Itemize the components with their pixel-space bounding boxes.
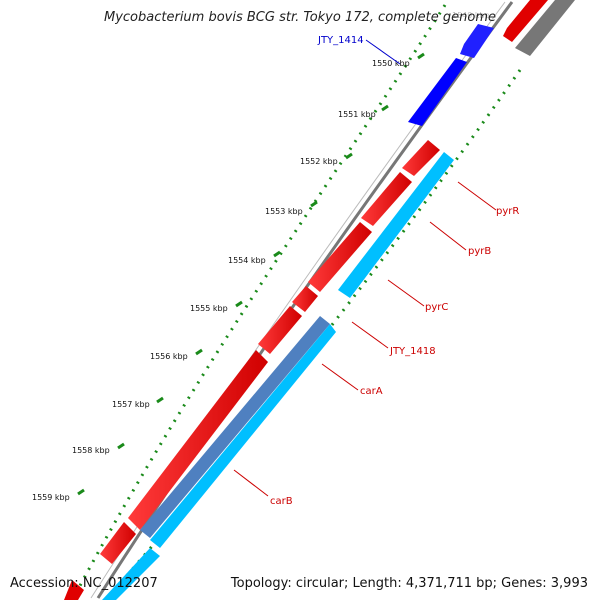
cyan-cds-3 [102,548,160,600]
label-jty1418: JTY_1418 [389,346,436,357]
carB-leader [233,469,269,497]
kbp-tick-label: 1553 kbp [265,207,303,216]
kbp-tick-mark [345,152,353,160]
inner-dotted-arc [108,69,522,596]
label-pyrR: pyrR [496,206,519,217]
cds-jty1418[interactable] [292,286,318,312]
cds-pyrR[interactable] [402,140,440,176]
kbp-tick-label: 1550 kbp [372,59,410,68]
outer-dotted-arc [73,4,447,596]
top-grey-cds [515,0,575,56]
cds-bottom-edge [64,580,84,600]
kbp-tick-group: 1550 kbp 1551 kbp 1552 kbp 1553 kbp 1554 kbp… [32,11,490,502]
steelblue-cds [140,316,330,538]
kbp-tick-mark [310,200,318,208]
kbp-tick-label-partial: 1549 kbp [452,11,490,20]
jty1418-leader [351,321,389,349]
kbp-tick-label: 1554 kbp [228,256,266,265]
jty1414-leader [365,39,401,65]
kbp-tick-mark [273,250,281,258]
kbp-tick-label: 1556 kbp [150,352,188,361]
kbp-tick-mark [195,348,203,356]
cds-carB[interactable] [128,350,268,530]
label-pyrC: pyrC [425,302,448,313]
top-red-cds [503,0,548,42]
gene-label-group: JTY_1414 pyrR pyrB pyrC JTY_1418 carA ca… [233,35,519,507]
kbp-tick-mark [77,488,85,496]
label-jty1414: JTY_1414 [317,35,364,46]
kbp-tick-mark [156,396,164,404]
accession-text: Accession: NC_012207 [10,576,158,591]
pyrR-leader [457,181,497,211]
cds-next [100,522,136,564]
kbp-tick-label: 1555 kbp [190,304,228,313]
kbp-tick-label: 1552 kbp [300,157,338,166]
cds-pyrB[interactable] [361,172,412,226]
carA-leader [321,363,359,391]
kbp-tick-label: 1558 kbp [72,446,110,455]
kbp-tick-mark [417,52,425,60]
cyan-cds-2 [150,324,336,548]
gene-jty1414-cds[interactable] [408,24,494,126]
cds-carA[interactable] [258,306,302,354]
kbp-tick-label: 1559 kbp [32,493,70,502]
kbp-tick-mark [381,104,389,112]
kbp-tick-label: 1551 kbp [338,110,376,119]
label-pyrB: pyrB [468,246,491,257]
pyrB-leader [429,221,467,251]
label-carA: carA [360,386,383,397]
cds-pyrC[interactable] [308,222,372,292]
kbp-tick-mark [235,300,243,308]
top-right-cds-group [503,0,575,56]
forward-cds-track [64,140,440,600]
kbp-tick-label: 1557 kbp [112,400,150,409]
second-cds-track [102,152,454,600]
kbp-tick-mark [117,442,125,450]
cyan-cds-1 [338,152,454,298]
label-carB: carB [270,496,293,507]
pyrC-leader [387,279,425,307]
genome-summary-text: Topology: circular; Length: 4,371,711 bp… [230,576,588,591]
